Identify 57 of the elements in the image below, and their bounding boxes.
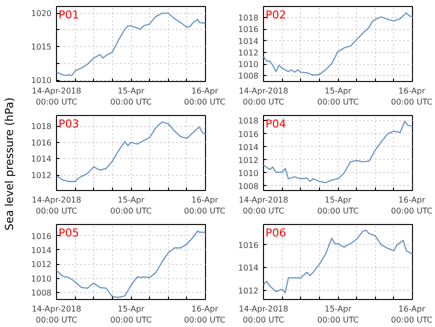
y-tick-label: 1014 <box>238 36 258 46</box>
x-tick-label: 14-Apr-2018 00:00 UTC <box>238 86 288 106</box>
x-tick-label: 15-Apr 00:00 UTC <box>317 304 360 324</box>
chart-title: P02 <box>266 8 286 22</box>
line-series <box>56 121 206 182</box>
y-tick-label: 1008 <box>31 288 52 298</box>
y-tick-label: 1010 <box>31 274 52 284</box>
y-tick-label: 1016 <box>238 240 258 250</box>
y-tick-label: 1012 <box>31 260 52 270</box>
y-tick-label: 1012 <box>31 171 52 180</box>
y-tick-label: 1012 <box>238 286 258 296</box>
x-tick-label: 15-Apr 00:00 UTC <box>110 196 152 216</box>
y-tick-label: 1008 <box>238 72 258 81</box>
x-tick-label: 16-Apr 00:00 UTC <box>391 304 433 324</box>
line-series <box>264 230 412 294</box>
y-tick-label: 1012 <box>238 48 258 58</box>
y-tick-label: 1016 <box>31 138 52 148</box>
y-tick-label: 1014 <box>238 264 258 273</box>
x-tick-label: 15-Apr 00:00 UTC <box>317 86 360 106</box>
y-tick-label: 1012 <box>238 156 258 165</box>
y-tick-label: 1014 <box>238 142 258 152</box>
y-tick-label: 1008 <box>238 182 258 191</box>
line-series <box>264 120 412 184</box>
x-tick-label: 16-Apr 00:00 UTC <box>391 86 433 106</box>
x-tick-label: 14-Apr-2018 00:00 UTC <box>238 304 288 324</box>
chart-title: P03 <box>58 118 80 130</box>
y-tick-label: 1015 <box>31 42 52 52</box>
x-tick-label: 14-Apr-2018 00:00 UTC <box>32 304 82 324</box>
y-tick-label: 1016 <box>238 25 258 34</box>
chart-title: P05 <box>58 226 80 240</box>
x-tick-label: 14-Apr-2018 00:00 UTC <box>32 196 82 216</box>
chart-title: P04 <box>266 118 286 130</box>
y-tick-label: 1014 <box>31 154 52 164</box>
y-axis-title: Sea level pressure (hPa) <box>3 97 16 231</box>
x-tick-label: 16-Apr 00:00 UTC <box>184 196 226 216</box>
y-tick-label: 1010 <box>238 60 258 70</box>
x-tick-label: 15-Apr 00:00 UTC <box>110 304 152 324</box>
y-tick-label: 1010 <box>238 168 258 178</box>
x-tick-label: 15-Apr 00:00 UTC <box>110 86 152 106</box>
chart-title: P01 <box>58 8 80 22</box>
x-tick-label: 14-Apr-2018 00:00 UTC <box>32 86 82 106</box>
y-tick-label: 1018 <box>238 116 258 126</box>
y-tick-label: 1018 <box>238 14 258 23</box>
y-tick-label: 1014 <box>31 246 52 255</box>
line-series <box>56 230 206 298</box>
y-tick-label: 1016 <box>31 232 52 241</box>
y-tick-label: 1010 <box>31 76 52 86</box>
y-tick-label: 1020 <box>31 9 52 18</box>
x-tick-label: 16-Apr 00:00 UTC <box>184 86 226 106</box>
x-tick-label: 15-Apr 00:00 UTC <box>317 196 360 216</box>
x-tick-label: 16-Apr 00:00 UTC <box>391 196 433 216</box>
y-tick-label: 1016 <box>238 130 258 139</box>
x-tick-label: 14-Apr-2018 00:00 UTC <box>238 196 288 216</box>
y-tick-label: 1018 <box>31 122 52 132</box>
chart-title: P06 <box>266 226 286 240</box>
x-tick-label: 16-Apr 00:00 UTC <box>184 304 226 324</box>
line-series <box>264 12 412 76</box>
